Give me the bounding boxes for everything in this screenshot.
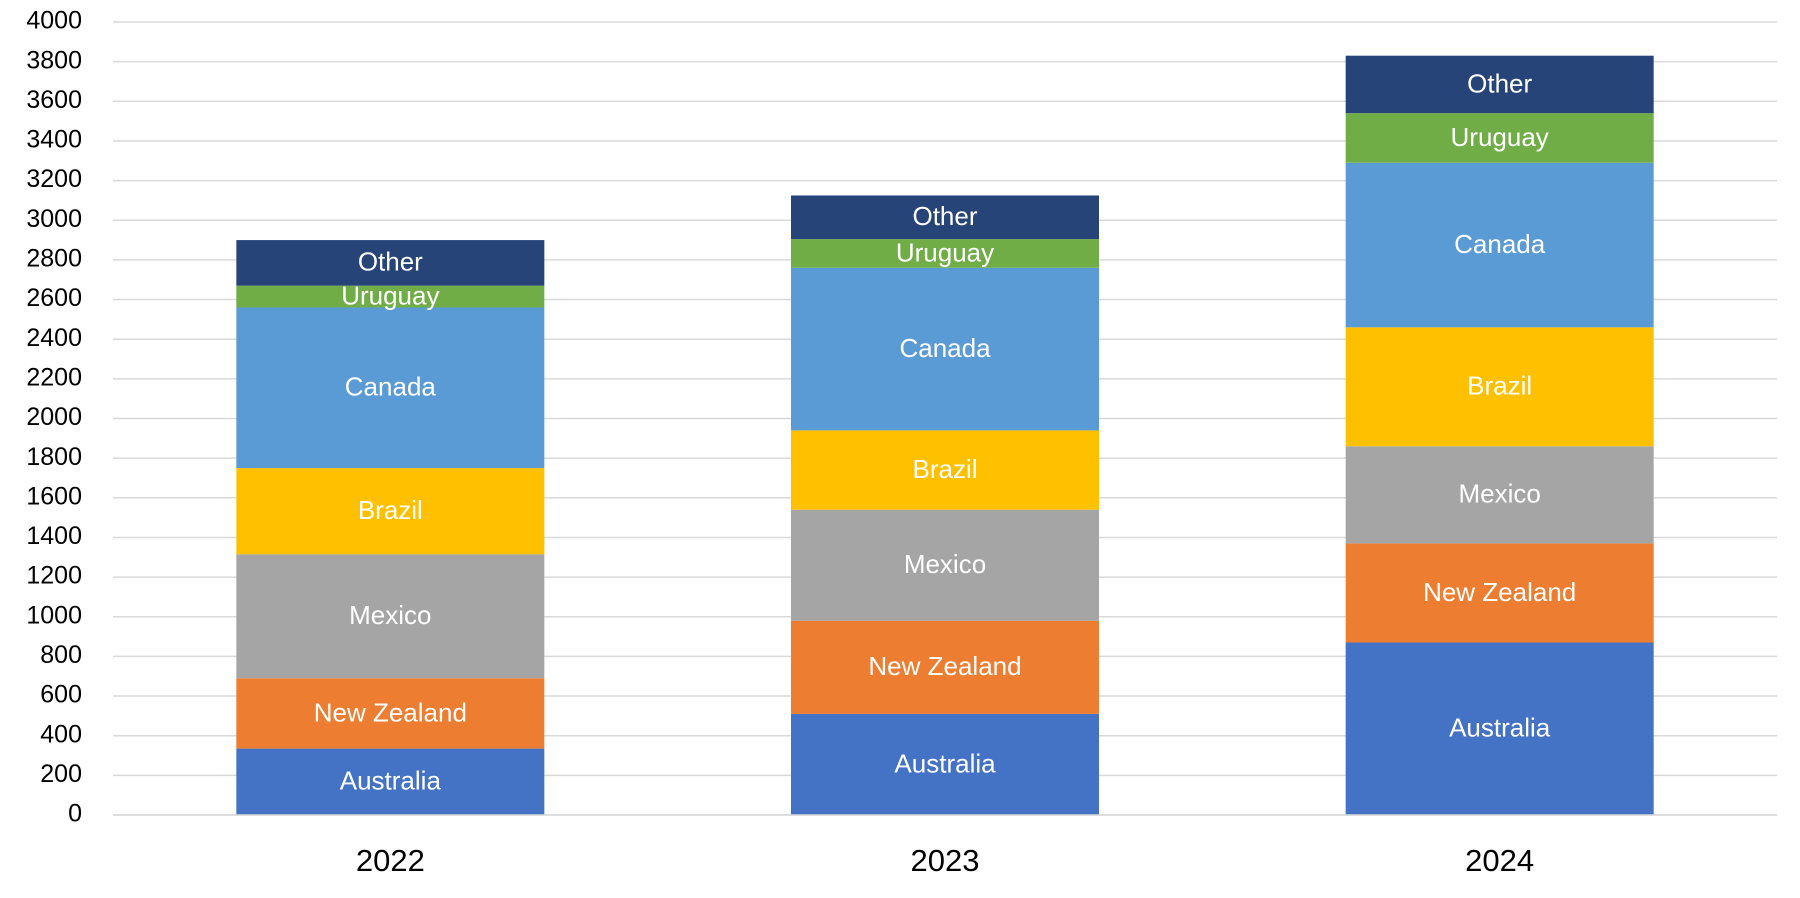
segment-label: Australia	[894, 748, 996, 778]
y-tick-label: 2400	[26, 324, 82, 352]
y-tick-label: 3800	[26, 46, 82, 74]
bar-segment	[236, 748, 545, 815]
segment-label: Canada	[345, 372, 437, 402]
y-tick-label: 2800	[26, 245, 82, 273]
segment-label: Brazil	[912, 454, 977, 484]
bar-segment	[791, 267, 1099, 431]
y-tick-label: 400	[40, 720, 82, 748]
bar-segment	[236, 240, 545, 286]
segment-label: Mexico	[349, 600, 431, 630]
bar-segment	[236, 678, 545, 749]
segment-label: Australia	[1449, 713, 1551, 743]
bar-segment	[1345, 446, 1654, 544]
bar-segment	[236, 285, 545, 308]
segment-label: Uruguay	[896, 237, 994, 267]
bar-segment	[1345, 327, 1654, 447]
segment-label: Canada	[1454, 229, 1546, 259]
bar-segment	[791, 620, 1099, 714]
y-tick-label: 1800	[26, 443, 82, 471]
segment-label: Brazil	[1467, 371, 1532, 401]
segment-label: New Zealand	[314, 697, 467, 727]
y-tick-label: 800	[40, 641, 82, 669]
y-tick-label: 3000	[26, 205, 82, 233]
y-tick-label: 3200	[26, 165, 82, 193]
segment-label: Mexico	[904, 549, 986, 579]
segment-label: Uruguay	[1451, 122, 1549, 152]
segment-label: New Zealand	[868, 651, 1021, 681]
segment-label: Other	[358, 247, 423, 277]
y-tick-label: 1400	[26, 522, 82, 550]
segment-label: Other	[1467, 68, 1532, 98]
bar-segment	[236, 554, 545, 679]
bar-segment	[1345, 113, 1654, 163]
bar-segment	[791, 509, 1099, 621]
bar-segment	[791, 713, 1099, 815]
segment-label: New Zealand	[1423, 577, 1576, 607]
x-tick-label: 2024	[1465, 843, 1534, 878]
y-tick-label: 2600	[26, 284, 82, 312]
bar-segment	[1345, 55, 1654, 114]
y-tick-label: 1200	[26, 562, 82, 590]
segment-label: Other	[912, 201, 977, 231]
y-tick-label: 2200	[26, 363, 82, 391]
bar-segment	[791, 195, 1099, 240]
segment-label: Mexico	[1458, 479, 1540, 509]
y-tick-label: 600	[40, 681, 82, 709]
bar-segment	[236, 307, 545, 469]
y-tick-label: 1000	[26, 601, 82, 629]
bar-segment	[1345, 162, 1654, 328]
bar-segment	[236, 468, 545, 555]
x-tick-label: 2023	[911, 843, 980, 878]
segment-label: Brazil	[358, 495, 423, 525]
segment-label: Canada	[899, 333, 991, 363]
bar-segment	[791, 430, 1099, 510]
y-tick-label: 4000	[26, 7, 82, 35]
y-tick-label: 3600	[26, 86, 82, 114]
segment-label: Australia	[340, 766, 442, 796]
y-tick-label: 200	[40, 760, 82, 788]
bar-segment	[1345, 642, 1654, 815]
bar-segment	[791, 239, 1099, 268]
y-tick-label: 0	[68, 800, 82, 828]
y-tick-label: 2000	[26, 403, 82, 431]
y-tick-label: 3400	[26, 126, 82, 154]
x-tick-label: 2022	[356, 843, 425, 878]
bar-segment	[1345, 543, 1654, 643]
y-tick-label: 1600	[26, 482, 82, 510]
